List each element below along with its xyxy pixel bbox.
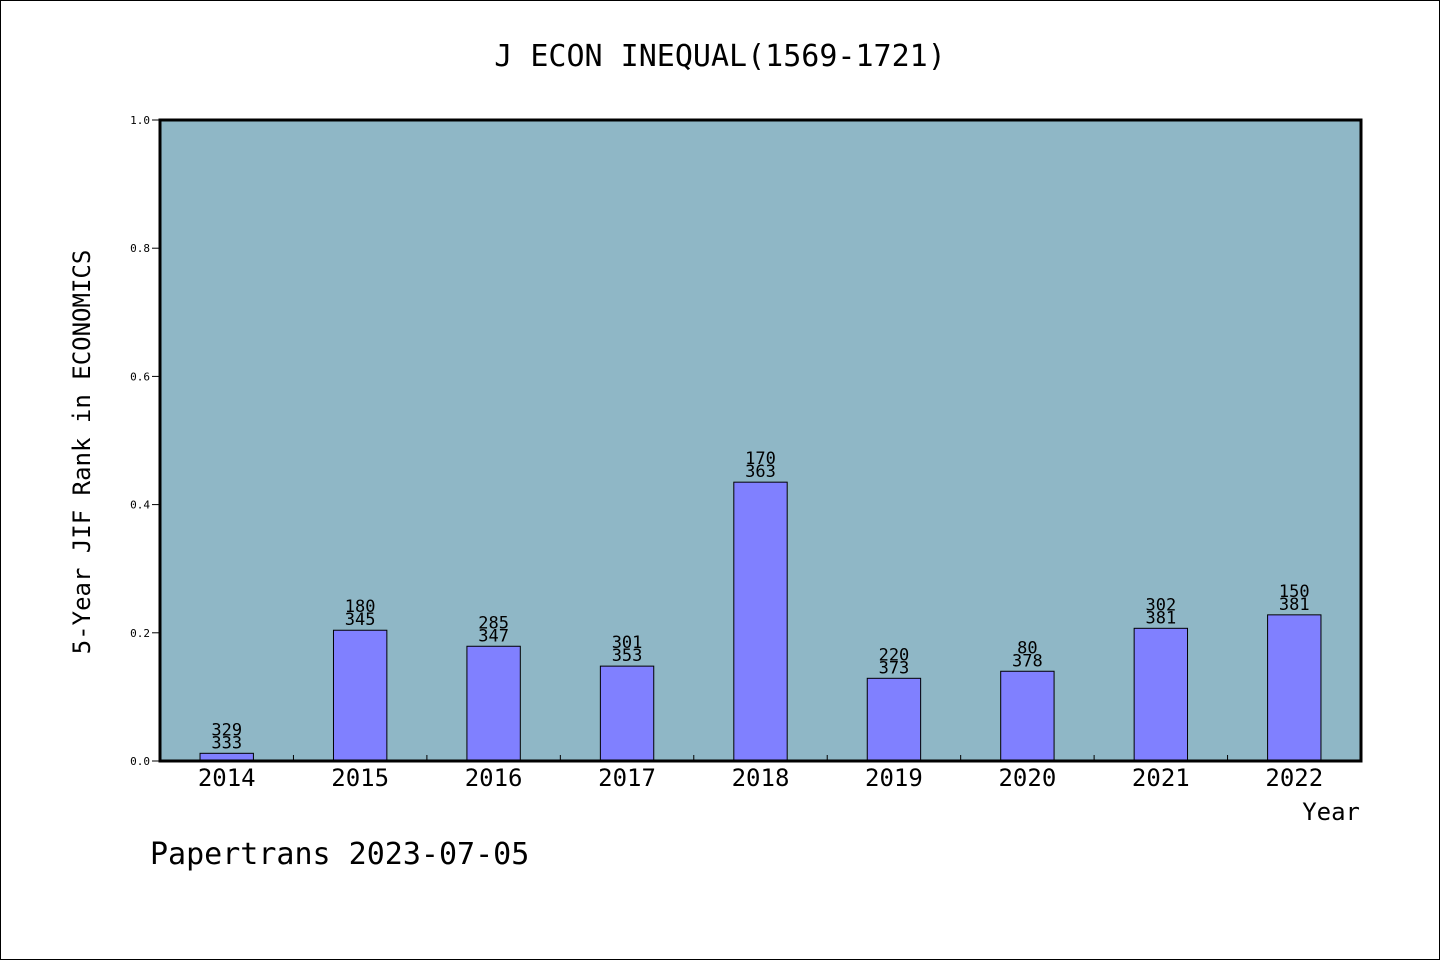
x-tick-label-2018: 2018 — [732, 764, 790, 792]
bar-2022 — [1267, 614, 1322, 762]
plot-border — [158, 118, 1363, 763]
bar-rank-label-2022: 150 — [1279, 582, 1310, 602]
y-tick-label: 0.4 — [130, 499, 150, 512]
bar-2015 — [332, 629, 388, 762]
x-tick-label-2016: 2016 — [465, 764, 523, 792]
x-axis-label: Year — [1302, 798, 1360, 826]
bar-rank-label-2016: 285 — [478, 613, 509, 633]
bar-rank-label-2021: 302 — [1145, 595, 1176, 615]
y-axis-label: 5-Year JIF Rank in ECONOMICS — [68, 250, 96, 655]
y-tick-label: 0.0 — [130, 755, 150, 768]
x-tick-label-2014: 2014 — [198, 764, 256, 792]
x-tick-label-2021: 2021 — [1132, 764, 1190, 792]
bar-2021 — [1133, 627, 1189, 762]
bar-total-label-2021: 381 — [1145, 608, 1176, 628]
bar-2018 — [733, 481, 788, 762]
bar-2019 — [866, 677, 922, 762]
bar-rank-label-2019: 220 — [879, 645, 910, 665]
x-tick-label-2019: 2019 — [865, 764, 923, 792]
bar-total-label-2018: 363 — [745, 462, 776, 482]
bar-2017 — [599, 665, 655, 762]
bar-total-label-2015: 345 — [345, 610, 376, 630]
y-tick-label: 0.6 — [130, 370, 150, 383]
bar-rank-label-2014: 329 — [211, 720, 242, 740]
bar-rank-label-2015: 180 — [345, 597, 376, 617]
y-tick-label: 1.0 — [130, 114, 150, 127]
bar-rank-label-2020: 80 — [1017, 638, 1037, 658]
y-tick-label: 0.8 — [130, 242, 150, 255]
bar-rank-label-2018: 170 — [745, 449, 776, 469]
bar-total-label-2022: 381 — [1279, 595, 1310, 615]
bar-total-label-2019: 373 — [879, 658, 910, 678]
y-ticks-group: 0.0 0.2 0.4 0.6 0.8 1.0 — [130, 114, 160, 768]
bar-2016 — [466, 645, 521, 762]
x-tick-label-2020: 2020 — [998, 764, 1056, 792]
x-ticks-group: 2014 2015 2016 2017 2018 2019 2020 2021 2022 — [198, 755, 1323, 792]
footer-note: Papertrans 2023-07-05 — [150, 837, 529, 872]
y-tick-label: 0.2 — [130, 627, 150, 640]
x-tick-label-2017: 2017 — [598, 764, 656, 792]
bar-2020 — [1000, 670, 1055, 762]
chart-title: J ECON INEQUAL(1569-1721) — [494, 39, 946, 74]
x-tick-label-2015: 2015 — [331, 764, 389, 792]
bar-total-label-2020: 378 — [1012, 651, 1043, 671]
bar-rank-label-2017: 301 — [612, 633, 643, 653]
x-tick-label-2022: 2022 — [1265, 764, 1323, 792]
bar-total-label-2014: 333 — [211, 733, 242, 753]
bar-total-label-2016: 347 — [478, 626, 509, 646]
bar-total-label-2017: 353 — [612, 646, 643, 666]
